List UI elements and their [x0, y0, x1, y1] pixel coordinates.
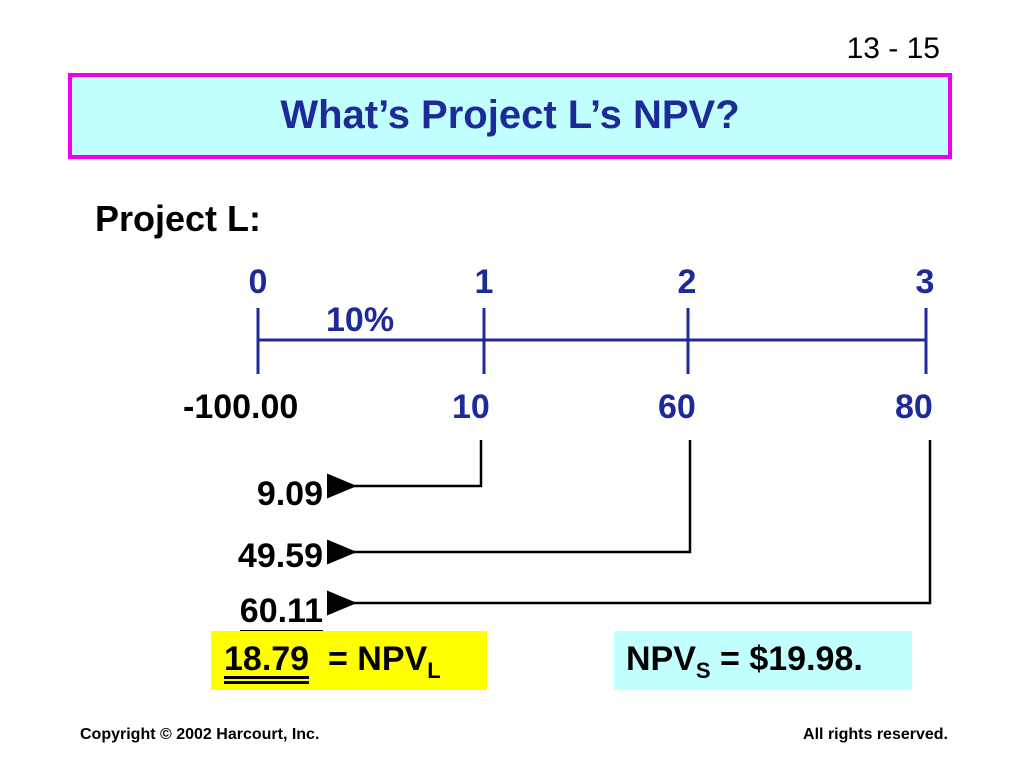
discount-arrow-1 [327, 440, 483, 499]
present-value-1: 9.09 [256, 475, 323, 513]
footer-copyright: Copyright © 2002 Harcourt, Inc. [80, 726, 320, 743]
slide-title: What’s Project L’s NPV? [280, 93, 740, 137]
cash-flow-0: -100.00 [183, 388, 299, 426]
npv-l-subscript: L [427, 658, 441, 683]
discount-arrow-2 [327, 440, 692, 565]
project-label: Project L: [95, 198, 262, 239]
npv-s-result: NPVS = $19.98. [626, 640, 863, 684]
present-value-2: 49.59 [237, 537, 323, 575]
cash-flow-1: 10 [452, 388, 490, 426]
period-1-label: 1 [474, 263, 494, 301]
npv-l-highlight [211, 631, 487, 690]
period-3-label: 3 [915, 263, 935, 301]
npv-s-prefix: NPV [626, 640, 696, 678]
discount-arrow-3 [327, 440, 932, 616]
slide-number: 13 - 15 [846, 32, 940, 65]
npv-l-result: 18.79 = NPVL [224, 640, 441, 684]
discount-rate-label: 10% [326, 301, 395, 339]
cash-flow-3: 80 [895, 388, 933, 426]
present-value-3-text: 60.11 [239, 592, 323, 633]
npv-l-equals: = NPV [328, 640, 428, 678]
present-value-3: 60.11 [203, 592, 323, 633]
npv-s-subscript: S [695, 658, 711, 683]
title-box: What’s Project L’s NPV? [68, 73, 952, 159]
period-2-label: 2 [677, 263, 697, 301]
npv-l-value: 18.79 [224, 640, 310, 684]
cash-flow-2: 60 [658, 388, 696, 426]
npv-s-highlight [614, 631, 912, 690]
npv-s-value: = $19.98. [710, 640, 863, 678]
period-0-label: 0 [248, 263, 268, 301]
footer-rights: All rights reserved. [803, 726, 948, 743]
